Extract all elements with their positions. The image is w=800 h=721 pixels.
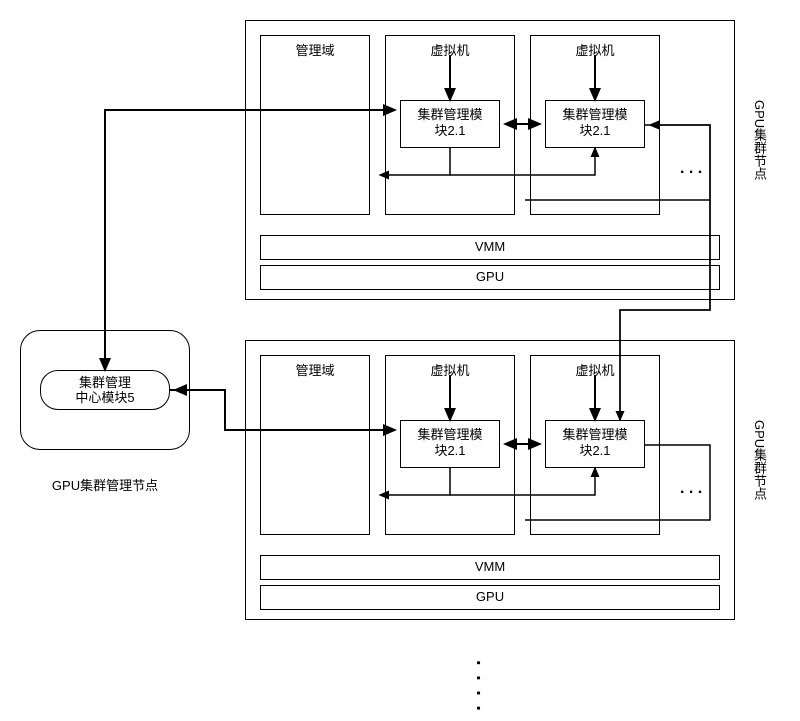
mgmt-node-label: GPU集群管理节点	[35, 475, 175, 494]
c2-hdots: . . .	[680, 480, 702, 498]
c1-hdots: . . .	[680, 160, 702, 178]
c2-side-label: GPU集群节点	[750, 420, 769, 500]
c1-mgmt-domain: 管理域	[260, 35, 370, 215]
bottom-vdots: . . . .	[480, 660, 486, 713]
c2-gpu: GPU	[260, 585, 720, 610]
c2-module2: 集群管理模 块2.1	[545, 420, 645, 468]
c1-vmm: VMM	[260, 235, 720, 260]
c1-side-label: GPU集群节点	[750, 100, 769, 180]
c1-module1: 集群管理模 块2.1	[400, 100, 500, 148]
c2-mgmt-domain: 管理域	[260, 355, 370, 535]
c2-vmm: VMM	[260, 555, 720, 580]
c1-module2: 集群管理模 块2.1	[545, 100, 645, 148]
c2-module1: 集群管理模 块2.1	[400, 420, 500, 468]
c1-gpu: GPU	[260, 265, 720, 290]
mgmt-center-box: 集群管理 中心模块5	[40, 370, 170, 410]
